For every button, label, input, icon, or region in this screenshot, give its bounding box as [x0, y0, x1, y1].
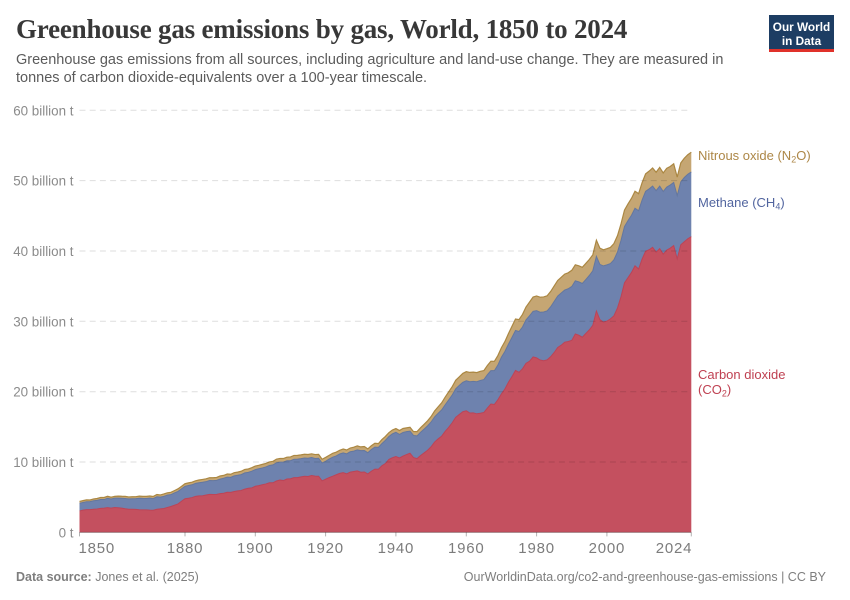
svg-text:1940: 1940 — [378, 540, 415, 557]
svg-text:20 billion t: 20 billion t — [13, 385, 74, 400]
svg-text:1880: 1880 — [167, 540, 204, 557]
svg-text:30 billion t: 30 billion t — [13, 314, 74, 329]
svg-text:10 billion t: 10 billion t — [13, 455, 74, 470]
svg-text:Methane (CH4): Methane (CH4) — [698, 195, 785, 212]
svg-text:1980: 1980 — [518, 540, 555, 557]
svg-text:Carbon dioxide: Carbon dioxide — [698, 367, 785, 382]
svg-text:1850: 1850 — [79, 540, 116, 557]
svg-text:1900: 1900 — [237, 540, 274, 557]
svg-text:2024: 2024 — [656, 540, 693, 557]
svg-text:1960: 1960 — [448, 540, 485, 557]
svg-text:1920: 1920 — [307, 540, 344, 557]
svg-text:40 billion t: 40 billion t — [13, 244, 74, 259]
svg-text:(CO2): (CO2) — [698, 382, 731, 399]
svg-text:Nitrous oxide (N2O): Nitrous oxide (N2O) — [698, 148, 811, 165]
svg-text:0 t: 0 t — [59, 525, 74, 540]
svg-text:60 billion t: 60 billion t — [13, 103, 74, 118]
svg-text:2000: 2000 — [589, 540, 626, 557]
svg-text:50 billion t: 50 billion t — [13, 174, 74, 189]
